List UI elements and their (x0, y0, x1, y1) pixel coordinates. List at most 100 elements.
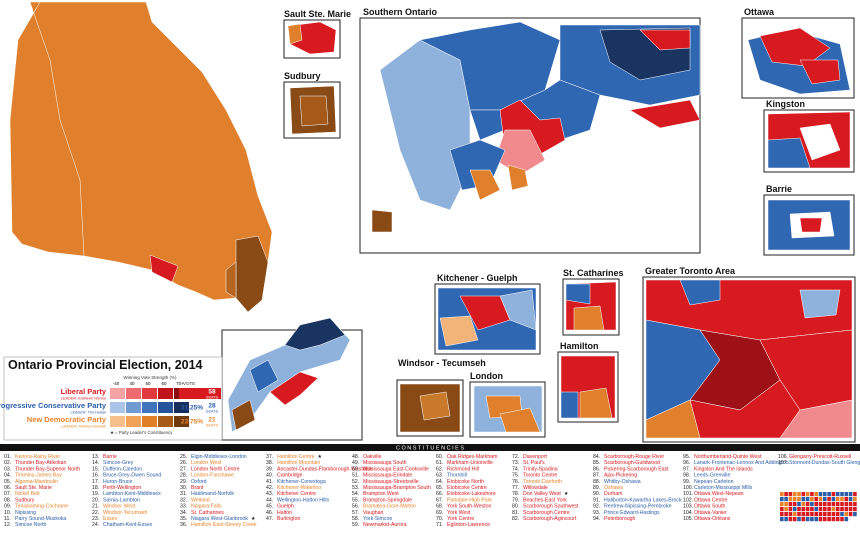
constituency-name: Mississauga South (363, 460, 407, 466)
list-header: C O N S T I T U E N C I E S (396, 446, 464, 452)
seat-square (831, 497, 836, 502)
seat-square (844, 497, 849, 502)
constituency-name: Ottawa West-Nepean (694, 491, 744, 497)
seat-square (784, 512, 788, 517)
region (629, 99, 701, 129)
region (284, 317, 346, 351)
seat-square (823, 512, 827, 517)
constituency-number: 36. (180, 522, 187, 528)
constituency-name: Guelph (277, 504, 294, 510)
constituency-number: 11. (4, 516, 11, 522)
party-vote: 31.25% (181, 405, 203, 412)
constituency-number: 26. (180, 460, 187, 466)
seat-square (792, 497, 797, 502)
strength-swatch (126, 416, 141, 427)
constituency-name: Kenora-Rainy River (15, 454, 61, 460)
constituency-name: Ottawa-Vanier (694, 510, 727, 516)
seat-square (780, 507, 784, 512)
constituency-name: Windsor-Tecumseh (103, 510, 148, 516)
constituency-name: Trinity-Spadina (523, 466, 558, 472)
leader-star: ★ (317, 454, 322, 460)
constituency-name: Windsor West (103, 504, 136, 510)
seats-label: SEATS (206, 410, 219, 414)
inset-label: Windsor - Tecumseh (398, 358, 486, 368)
inset-label: Sudbury (284, 71, 321, 81)
constituency-name: St. Paul's (523, 460, 545, 466)
seat-square (818, 512, 823, 517)
region (225, 261, 237, 299)
seat-square (784, 502, 788, 507)
constituency-number: 01. (4, 454, 11, 460)
region (439, 315, 479, 347)
constituency-name: Mississauga East-Cooksville (363, 466, 429, 472)
list-header-bar (0, 444, 860, 451)
strength-tick: 60 (161, 381, 167, 386)
constituency-number: 50. (352, 466, 359, 472)
constituency-name: Ajax-Pickering (604, 473, 637, 479)
seat-square (797, 512, 801, 517)
constituency-number: 74. (512, 466, 519, 472)
constituency-number: 72. (512, 454, 519, 460)
constituency-name: Renfrew-Nipissing-Pembroke (604, 504, 672, 510)
constituency-number: 93. (593, 510, 600, 516)
strength-swatch (158, 402, 173, 413)
strength-swatch (158, 416, 173, 427)
constituency-name: Thunder Bay-Atikokan (15, 460, 66, 466)
party-name: Liberal Party (61, 387, 107, 396)
constituency-name: Durham (604, 491, 622, 497)
constituency-name: Brampton-Springdale (363, 497, 412, 503)
seat-square (805, 507, 810, 512)
region (560, 391, 579, 419)
seat-square (801, 512, 806, 517)
constituency-number: 102. (683, 497, 693, 503)
region (679, 279, 721, 306)
seat-square (805, 512, 810, 517)
constituency-name: Brampton West (363, 491, 399, 497)
seat-square (840, 497, 844, 502)
seat-square (831, 512, 836, 517)
constituency-name: Etobicoke North (447, 479, 484, 485)
constituency-number: 21. (92, 504, 99, 510)
constituency-number: 12. (4, 522, 11, 528)
constituency-name: St. Catharines (191, 510, 224, 516)
constituency-number: 55. (352, 497, 359, 503)
constituency-number: 70. (436, 516, 443, 522)
seat-square (814, 502, 818, 507)
seat-square (797, 492, 801, 497)
constituency-number: 35. (180, 516, 187, 522)
seat-square (788, 492, 793, 497)
constituency-name: Dufferin-Caledon (103, 466, 142, 472)
constituency-number: 48. (352, 454, 359, 460)
seat-square (831, 492, 836, 497)
constituency-name: Brant (191, 485, 204, 491)
seat-square (844, 502, 849, 507)
constituency-number: 79. (512, 497, 519, 503)
constituency-number: 52. (352, 479, 359, 485)
seat-square (818, 517, 823, 522)
leader-star: ★ (251, 516, 256, 522)
constituency-number: 92. (593, 504, 600, 510)
strength-swatch (110, 416, 125, 427)
seat-square (853, 502, 857, 507)
constituency-name: Hamilton Centre (277, 454, 315, 460)
party-leader: LEADER: Andrea Horwath (61, 425, 106, 429)
constituency-number: 14. (92, 460, 99, 466)
seat-square (818, 497, 823, 502)
constituency-number: 10. (4, 510, 11, 516)
constituency-name: York-Simcoe (363, 516, 392, 522)
strength-swatch (110, 388, 125, 399)
seat-square (810, 517, 814, 522)
seat-square (840, 512, 844, 517)
constituency-name: Oshawa (604, 485, 623, 491)
constituency-number: 73. (512, 460, 519, 466)
seat-square (835, 507, 840, 512)
seat-square (810, 497, 814, 502)
seat-square (805, 517, 810, 522)
constituency-name: London-Fanshawe (191, 473, 234, 479)
seat-square (823, 507, 827, 512)
seat-square (844, 492, 849, 497)
constituency-name: Algoma-Manitoulin (15, 479, 58, 485)
seat-square (814, 492, 818, 497)
constituency-number: 62. (436, 466, 443, 472)
inset-label: Ottawa (744, 7, 775, 17)
